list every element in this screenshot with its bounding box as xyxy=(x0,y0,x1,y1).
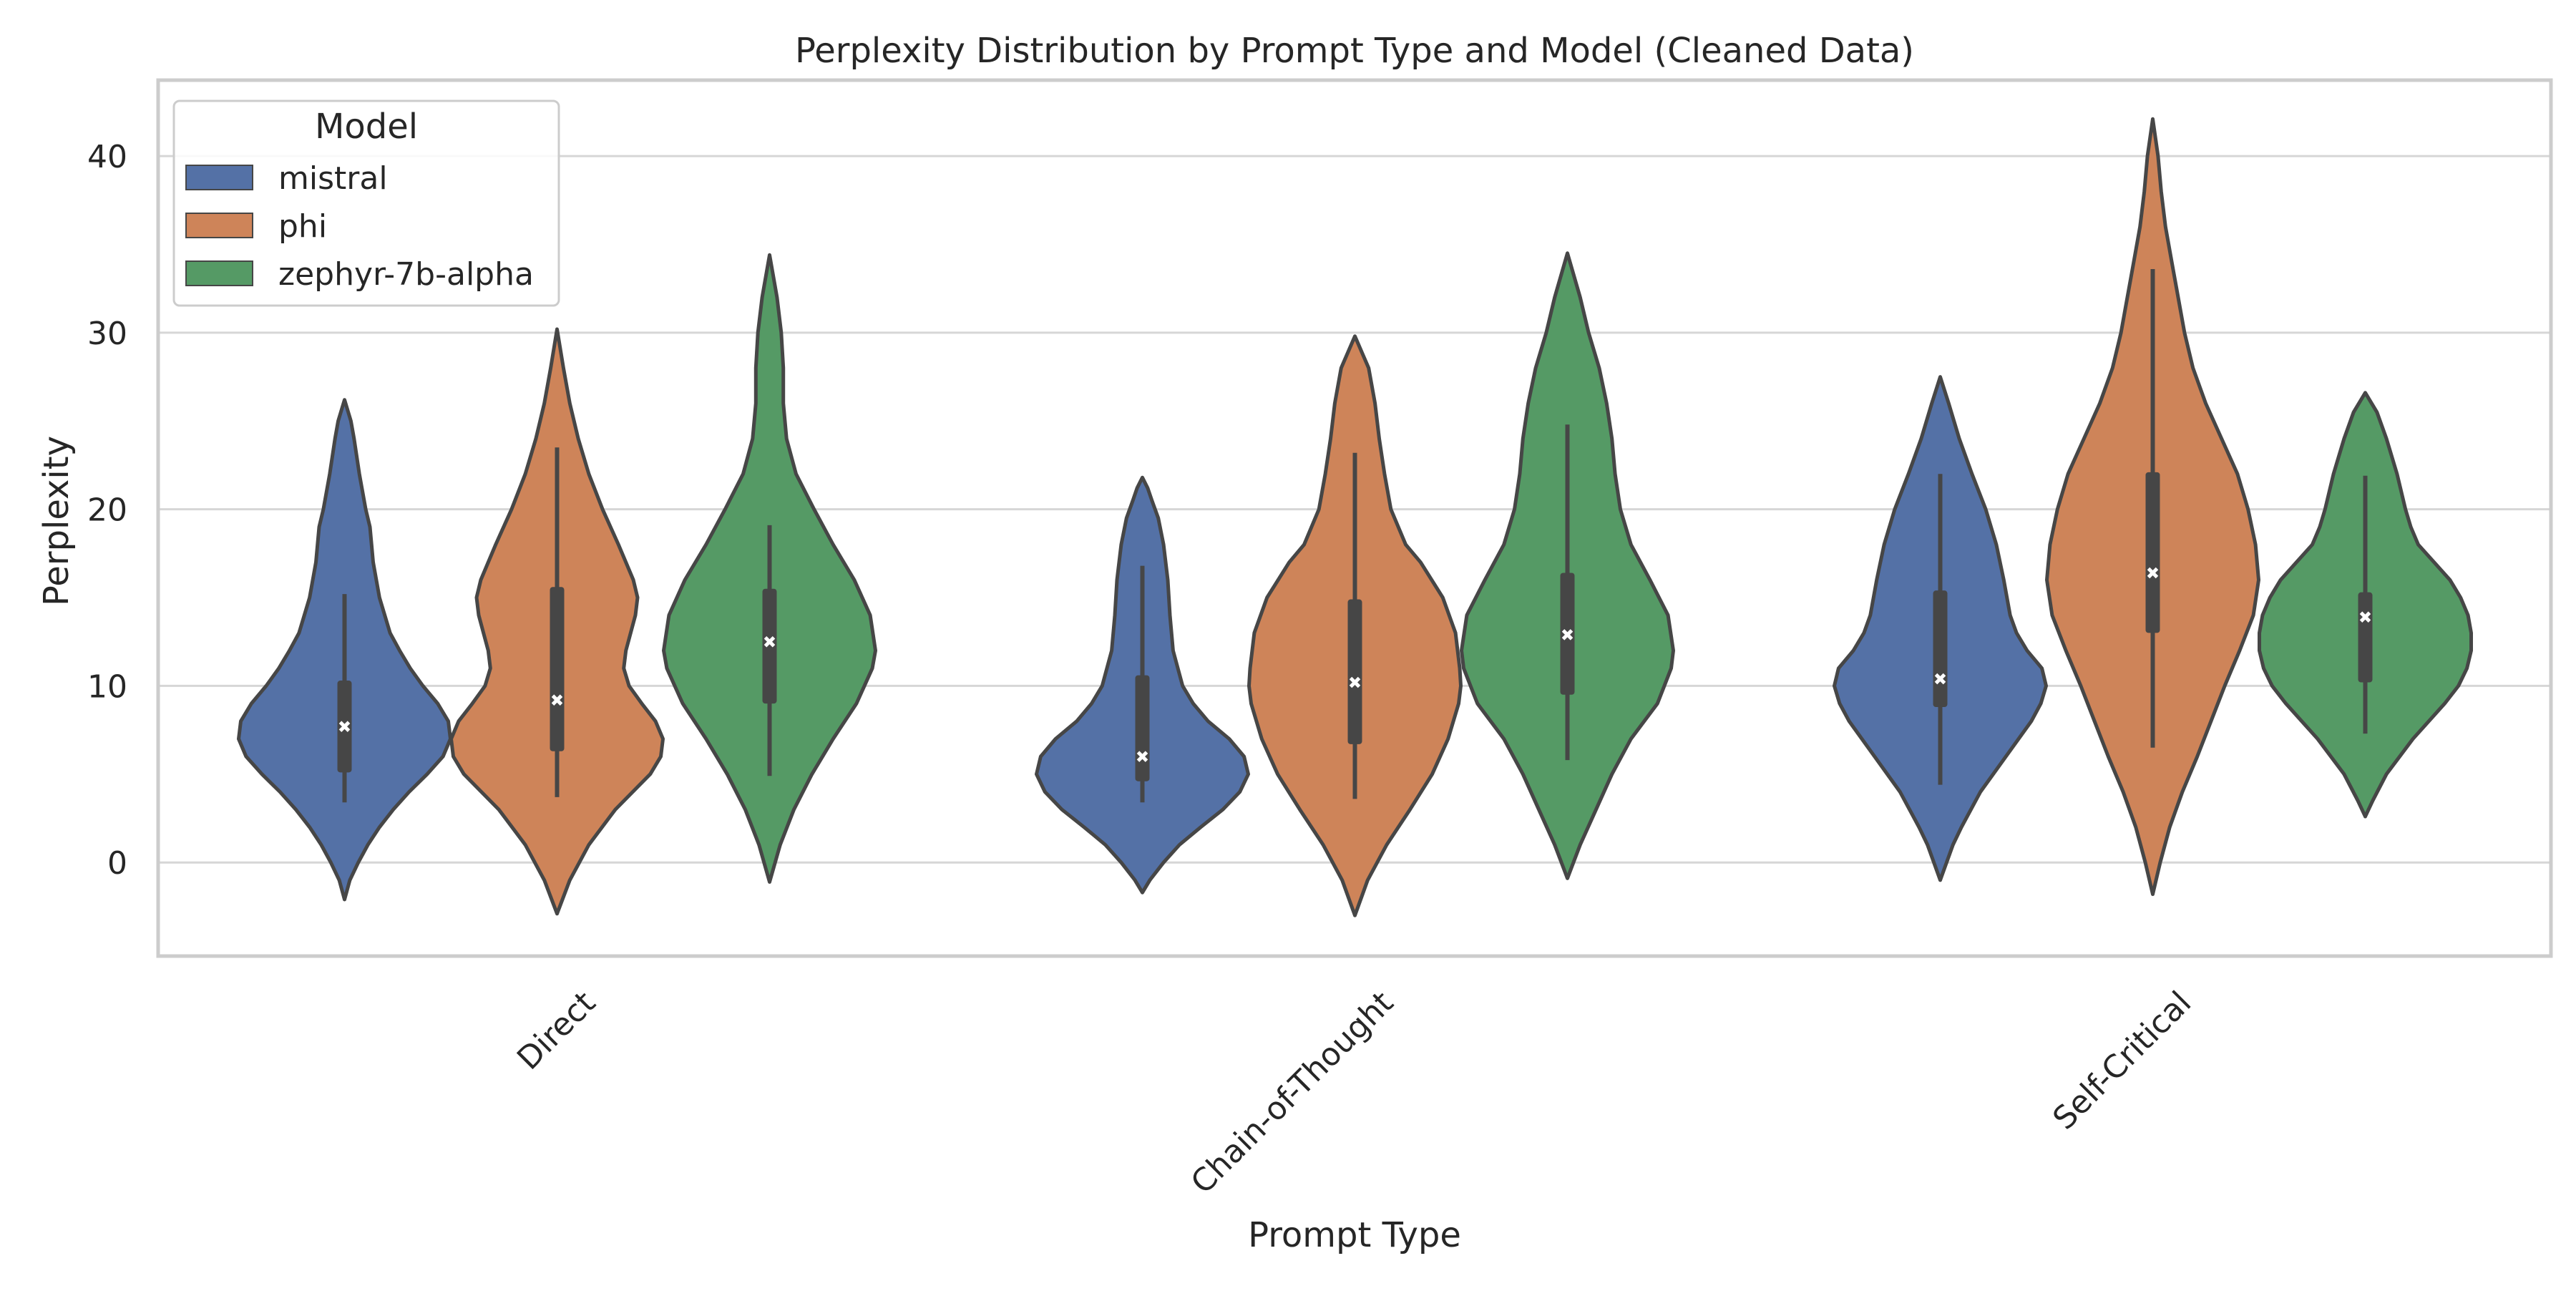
legend-label: zephyr-7b-alpha xyxy=(278,256,534,293)
legend-swatch-zephyr-7b-alpha xyxy=(185,260,253,286)
violin-layer xyxy=(237,117,2473,917)
median-marker xyxy=(1934,673,1946,685)
y-tick-label: 30 xyxy=(87,316,127,352)
legend-label: mistral xyxy=(278,160,388,197)
y-tick-label: 20 xyxy=(87,492,127,529)
legend-box xyxy=(172,99,560,307)
median-marker xyxy=(1136,751,1148,762)
legend-swatch-mistral xyxy=(185,165,253,190)
x-axis-label: Prompt Type xyxy=(1248,1215,1461,1255)
iqr-box xyxy=(2145,472,2160,633)
median-marker xyxy=(338,721,351,732)
plot-frame xyxy=(156,78,2553,958)
median-marker xyxy=(2359,611,2371,623)
iqr-box xyxy=(1135,675,1150,781)
median-marker xyxy=(763,635,776,648)
median-marker xyxy=(551,694,563,706)
legend-swatch-phi xyxy=(185,213,253,238)
legend-title: Model xyxy=(315,107,418,147)
iqr-box xyxy=(2358,592,2373,683)
y-tick-label: 10 xyxy=(87,668,127,705)
median-marker xyxy=(2147,567,2159,579)
median-marker xyxy=(1561,629,1574,640)
legend-label: phi xyxy=(278,208,327,245)
y-tick-label: 0 xyxy=(107,845,127,882)
y-tick-label: 40 xyxy=(87,139,127,175)
chart-title: Perplexity Distribution by Prompt Type a… xyxy=(795,31,1914,71)
iqr-box xyxy=(1933,590,1948,708)
legend: Model mistral phi zephyr-7b-alpha xyxy=(172,99,560,307)
legend-entries: mistral phi zephyr-7b-alpha xyxy=(185,160,534,293)
iqr-box xyxy=(1347,599,1362,744)
iqr-box xyxy=(550,587,565,751)
y-axis-label: Perplexity xyxy=(36,436,77,606)
median-marker xyxy=(1349,676,1361,688)
iqr-box xyxy=(762,588,777,704)
